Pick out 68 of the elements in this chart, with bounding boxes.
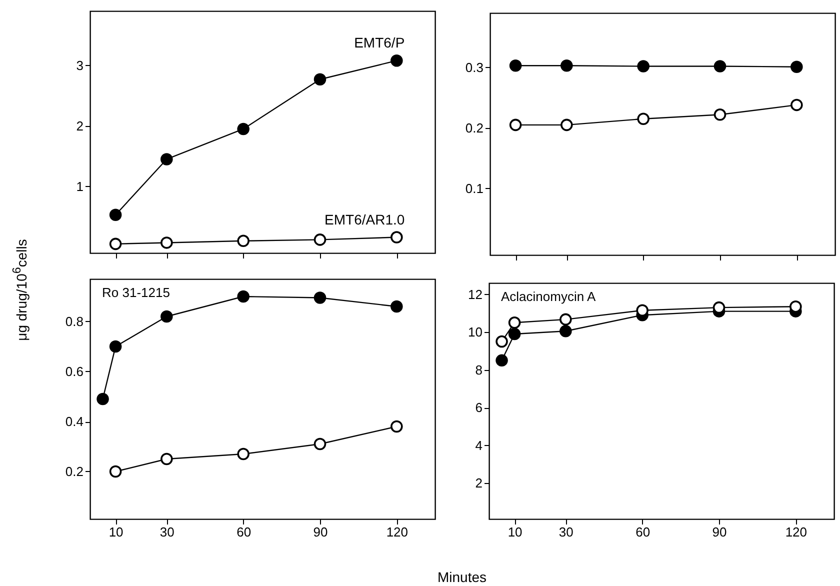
point	[790, 98, 803, 112]
point	[109, 238, 122, 250]
point	[160, 452, 173, 466]
x-tick-label: 120	[386, 524, 408, 540]
point	[314, 438, 326, 450]
point	[160, 310, 173, 323]
y-tick-label: 6	[475, 400, 482, 416]
point	[496, 335, 508, 348]
point	[390, 231, 403, 244]
point	[160, 236, 173, 249]
point	[509, 60, 522, 72]
y-tick-label: 2	[475, 476, 482, 491]
y-tick-label: 8	[475, 362, 482, 378]
x-tick-label: 60	[636, 524, 650, 540]
y-tick-label: 0.1	[465, 180, 484, 196]
point	[237, 448, 250, 460]
text: Aclacinomycin A	[501, 289, 596, 304]
point	[509, 118, 522, 132]
point	[508, 316, 521, 329]
point	[714, 108, 726, 121]
y-tick-label: 1	[76, 178, 84, 194]
text: Ro 31-1215	[102, 285, 170, 300]
series-label: EMT6/P	[354, 34, 405, 51]
point	[109, 465, 122, 478]
point	[496, 354, 508, 367]
y-tick-label: 12	[468, 286, 482, 302]
point	[790, 60, 803, 73]
series-label: EMT6/AR1.0	[324, 211, 405, 228]
point	[109, 208, 122, 222]
point	[390, 54, 403, 67]
point	[237, 290, 250, 303]
y-tick-label: 0.6	[65, 364, 84, 379]
point	[390, 420, 403, 433]
x-tick-label: 30	[160, 524, 174, 540]
point	[314, 234, 326, 246]
point	[637, 60, 650, 72]
point	[714, 60, 726, 72]
point	[560, 118, 573, 132]
x-tick-label: 120	[785, 524, 808, 540]
point	[390, 300, 403, 313]
point	[314, 73, 326, 86]
y-tick-label: 2	[76, 118, 84, 134]
point	[237, 234, 250, 248]
x-tick-label: 90	[712, 524, 727, 540]
y-tick-label: 4	[475, 438, 482, 453]
point	[314, 292, 326, 304]
point	[109, 340, 122, 353]
point	[508, 328, 521, 340]
y-tick-label: 0.2	[465, 120, 484, 136]
point	[637, 112, 650, 126]
x-tick-label: 10	[508, 524, 522, 540]
x-tick-label: 60	[236, 524, 252, 540]
x-tick-label: 10	[108, 524, 124, 540]
point	[560, 60, 573, 72]
point	[560, 325, 572, 338]
x-tick-label: 90	[313, 524, 328, 540]
x-tick-label: 30	[558, 524, 574, 540]
point	[560, 313, 572, 326]
y-tick-label: 0.8	[65, 314, 84, 329]
point	[237, 122, 250, 136]
y-tick-label: 3	[76, 58, 84, 73]
point	[96, 392, 109, 406]
y-tick-label: 0.3	[465, 60, 484, 75]
y-tick-label: 0.2	[65, 464, 84, 479]
point	[160, 153, 173, 166]
x-axis-title: Minutes	[437, 569, 487, 585]
y-tick-label: 10	[468, 324, 482, 340]
y-tick-label: 0.4	[65, 414, 84, 429]
